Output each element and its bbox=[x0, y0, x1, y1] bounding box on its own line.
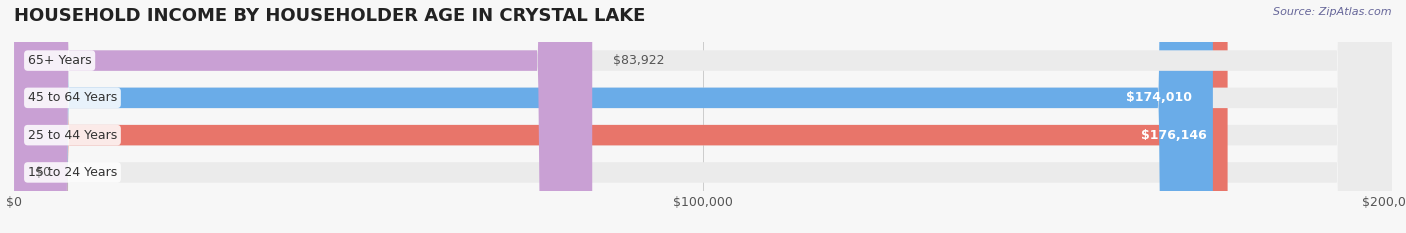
Text: 25 to 44 Years: 25 to 44 Years bbox=[28, 129, 117, 142]
FancyBboxPatch shape bbox=[14, 0, 1392, 233]
FancyBboxPatch shape bbox=[14, 0, 592, 233]
Text: 15 to 24 Years: 15 to 24 Years bbox=[28, 166, 117, 179]
FancyBboxPatch shape bbox=[14, 0, 1392, 233]
Text: 45 to 64 Years: 45 to 64 Years bbox=[28, 91, 117, 104]
FancyBboxPatch shape bbox=[14, 0, 1227, 233]
FancyBboxPatch shape bbox=[14, 0, 1392, 233]
Text: $176,146: $176,146 bbox=[1142, 129, 1206, 142]
Text: 65+ Years: 65+ Years bbox=[28, 54, 91, 67]
Text: $174,010: $174,010 bbox=[1126, 91, 1192, 104]
Text: $83,922: $83,922 bbox=[613, 54, 665, 67]
Text: HOUSEHOLD INCOME BY HOUSEHOLDER AGE IN CRYSTAL LAKE: HOUSEHOLD INCOME BY HOUSEHOLDER AGE IN C… bbox=[14, 7, 645, 25]
FancyBboxPatch shape bbox=[14, 0, 1213, 233]
FancyBboxPatch shape bbox=[14, 0, 1392, 233]
Text: $0: $0 bbox=[35, 166, 51, 179]
Text: Source: ZipAtlas.com: Source: ZipAtlas.com bbox=[1274, 7, 1392, 17]
